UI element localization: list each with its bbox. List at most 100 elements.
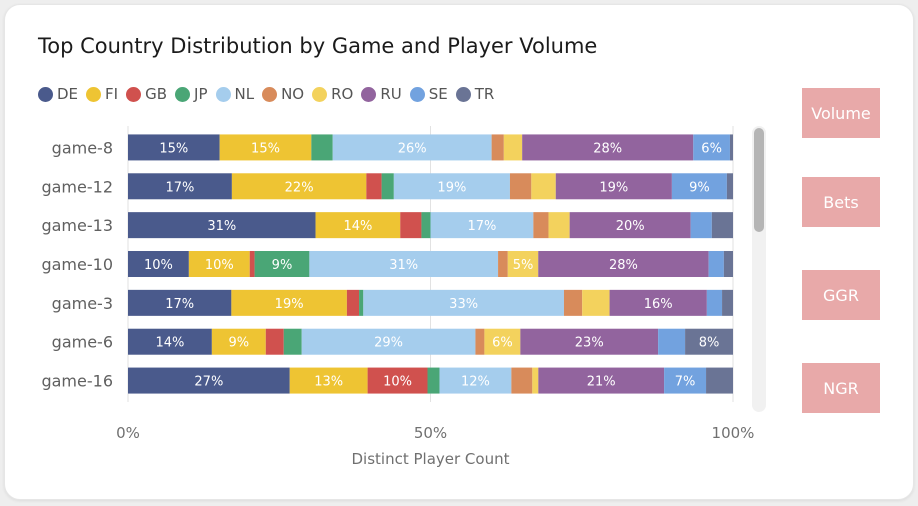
legend-item-jp[interactable]: JP [175,85,208,103]
legend-item-de[interactable]: DE [38,85,78,103]
bar-segment [128,212,316,239]
bar-segment [729,134,733,161]
bar-segment [706,289,723,316]
bar-segment [706,367,733,394]
bar-segment [231,173,367,200]
data-label: 15% [251,141,280,156]
data-label: 29% [374,336,403,351]
legend-item-ro[interactable]: RO [312,85,353,103]
legend-dot-icon [262,86,278,102]
bar-segment [128,289,232,316]
data-label: 5% [513,258,534,273]
bar-segment [569,212,691,239]
data-label: 6% [492,336,513,351]
bar-segment [283,328,302,355]
legend-label: NO [281,85,305,103]
bar-segment [498,251,508,277]
data-label: 14% [343,219,372,234]
legend-dot-icon [455,86,471,102]
legend-label: JP [194,85,208,103]
data-label: 14% [155,336,184,351]
ngr-button[interactable]: NGR [802,363,880,413]
data-label: 22% [285,180,314,195]
bar-segment [507,251,539,277]
category-label: game-8 [52,138,113,157]
legend-label: NL [234,85,255,103]
data-label: 10% [144,258,173,273]
legend-dot-icon [175,86,191,102]
data-label: 10% [383,375,412,390]
legend-item-se[interactable]: SE [409,85,448,103]
data-label: 33% [449,297,478,312]
legend-dot-icon [312,86,328,102]
data-label: 9% [272,258,293,273]
data-label: 28% [593,141,622,156]
bar-segment [219,134,312,161]
category-label: game-12 [41,177,113,196]
bar-segment [708,251,724,277]
legend-item-no[interactable]: NO [262,85,304,103]
bar-segment [311,134,333,161]
legend-item-tr[interactable]: TR [455,85,495,103]
bar-segment [128,173,232,200]
legend-label: RU [380,85,402,103]
bar-segment [249,251,255,277]
data-label: 15% [159,141,188,156]
legend-item-ru[interactable]: RU [361,85,402,103]
legend-dot-icon [361,86,377,102]
bar-segment [315,212,401,239]
bar-segment [538,251,709,277]
bar-segment [484,328,521,355]
bar-segment [563,289,583,316]
bar-segment [421,212,431,239]
category-label: game-10 [41,255,113,274]
data-label: 31% [389,258,418,273]
category-label: game-13 [41,216,113,235]
legend: DE FI GB JP NL NO RO RU SE TR [38,84,502,104]
legend-label: TR [474,85,495,103]
bar-segment [520,328,659,355]
bar-segment [231,289,347,316]
data-label: 26% [398,141,427,156]
legend-item-nl[interactable]: NL [215,85,255,103]
bar-segment [301,328,476,355]
data-label: 27% [194,375,223,390]
data-label: 17% [467,219,496,234]
bar-segment [332,134,492,161]
data-label: 9% [229,336,250,351]
data-label: 31% [207,219,236,234]
data-label: 17% [165,297,194,312]
legend-dot-icon [38,86,53,102]
volume-button[interactable]: Volume [802,88,880,138]
bar-segment [430,212,534,239]
bar-segment [555,173,672,200]
scrollbar-thumb[interactable] [754,128,764,232]
legend-item-gb[interactable]: GB [126,85,167,103]
category-label: game-6 [52,333,113,352]
bar-segment [548,212,570,239]
category-label: game-3 [52,294,113,313]
legend-label: GB [145,85,168,103]
bar-segment [439,367,512,394]
bar-segment [723,251,733,277]
bar-segment [685,328,733,355]
legend-label: SE [428,85,448,103]
data-label: 23% [575,336,604,351]
legend-label: FI [105,85,119,103]
bets-button[interactable]: Bets [802,177,880,227]
bar-segment [128,251,189,277]
legend-item-fi[interactable]: FI [86,85,118,103]
bar-segment [664,367,707,394]
bar-segment [265,328,284,355]
ggr-button[interactable]: GGR [802,270,880,320]
data-label: 21% [587,375,616,390]
bar-segment [381,173,394,200]
legend-dot-icon [215,86,231,102]
bar-segment [128,328,212,355]
bar-segment [582,289,610,316]
bar-segment [671,173,727,200]
bar-segment [393,173,510,200]
bar-segment [346,289,360,316]
legend-dot-icon [409,86,425,102]
